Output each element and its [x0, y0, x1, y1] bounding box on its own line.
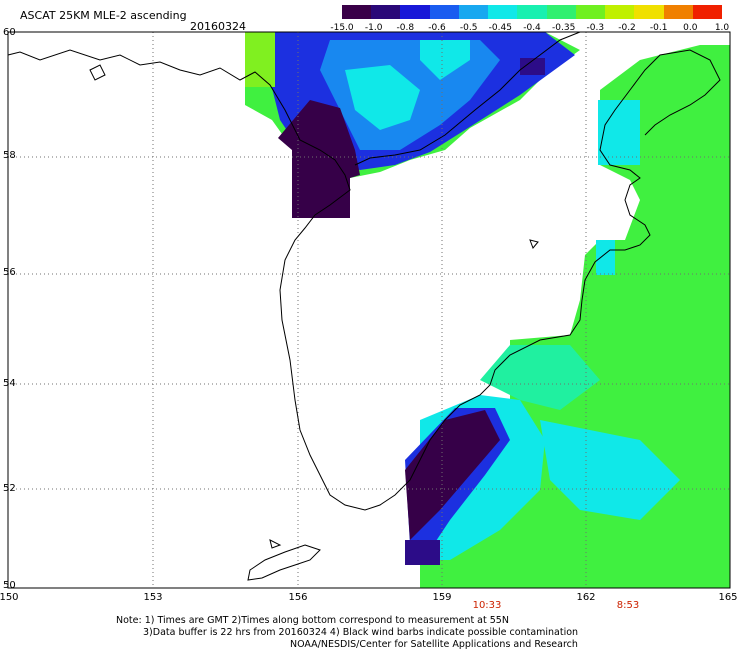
- swath-e-green: [420, 45, 730, 588]
- coastline-island: [269, 539, 282, 549]
- colorbar-tick-label: -0.6: [428, 23, 446, 33]
- swath-s-indigo: [405, 540, 440, 565]
- colorbar-swatch: [400, 5, 430, 19]
- time-label-2: 8:53: [616, 600, 640, 611]
- swath-s-cyan-2: [540, 420, 680, 520]
- coastline-kurils: [247, 544, 321, 581]
- map-frame: [7, 31, 731, 589]
- lat-label-50: 50: [3, 580, 16, 591]
- colorbar-swatch: [342, 5, 372, 19]
- colorbar-tick-label: -0.35: [552, 23, 576, 33]
- colorbar-tick-label: -0.2: [618, 23, 636, 33]
- colorbar-swatch: [458, 5, 489, 19]
- note-line-3: NOAA/NESDIS/Center for Satellite Applica…: [290, 639, 578, 650]
- lat-label-58: 58: [3, 150, 16, 161]
- colorbar-swatch: [692, 5, 723, 19]
- colorbar-labels: -15.0 -1.0 -0.8 -0.6 -0.5 -0.45 -0.4 -0.35 -0.3 -…: [330, 23, 729, 35]
- coastline-island-3: [529, 239, 539, 249]
- colorbar-tick-label: -0.45: [488, 23, 512, 33]
- lon-label-165: 165: [718, 592, 738, 603]
- colorbar-swatch: [488, 5, 518, 19]
- colorbar-tick-label: -15.0: [330, 23, 354, 33]
- lon-label-159: 159: [432, 592, 452, 603]
- map-title: ASCAT 25KM MLE-2 ascending: [20, 9, 187, 22]
- data-layer: [245, 32, 730, 588]
- lat-label-54: 54: [3, 378, 16, 389]
- colorbar-swatch: [634, 5, 664, 19]
- swath-e-cyan-top: [598, 100, 640, 165]
- lat-label-60: 60: [3, 27, 16, 38]
- swath-nw-lime: [245, 32, 275, 87]
- swath-s-aqua: [480, 345, 600, 410]
- swath-nw-indigo: [520, 58, 545, 75]
- lat-label-56: 56: [3, 267, 16, 278]
- colorbar-tick-label: -0.3: [586, 23, 605, 33]
- note-line-1: Note: 1) Times are GMT 2)Times along bot…: [116, 615, 509, 626]
- colorbar-tick-label: -0.4: [523, 23, 541, 33]
- colorbar-swatch: [429, 5, 459, 19]
- colorbar-tick-label: -1.0: [364, 23, 383, 33]
- colorbar: [342, 5, 723, 19]
- colorbar-swatch: [517, 5, 547, 19]
- swath-nw-cyan-2: [420, 40, 470, 80]
- coastline-layer: [7, 31, 721, 581]
- coastline-north-shore: [354, 31, 581, 166]
- colorbar-swatch: [371, 5, 401, 19]
- swath-nw-cyan: [345, 65, 420, 130]
- colorbar-swatch: [663, 5, 693, 19]
- colorbar-swatch: [575, 5, 606, 19]
- lon-label-150: 150: [0, 592, 19, 603]
- lon-label-156: 156: [288, 592, 308, 603]
- time-label-1: 10:33: [472, 600, 502, 611]
- colorbar-tick-label: -0.1: [649, 23, 668, 33]
- coastline-island-2: [89, 64, 106, 81]
- colorbar-tick-label: 0.0: [683, 23, 698, 33]
- lat-label-52: 52: [3, 483, 16, 494]
- grid-layer: [8, 32, 730, 588]
- coastline-main: [7, 49, 721, 511]
- colorbar-swatch: [546, 5, 576, 19]
- lon-label-153: 153: [143, 592, 163, 603]
- note-line-2: 3)Data buffer is 22 hrs from 20160324 4)…: [143, 627, 579, 638]
- colorbar-swatch: [605, 5, 635, 19]
- colorbar-tick-label: 1.0: [714, 23, 730, 33]
- colorbar-tick-label: -0.5: [459, 23, 478, 33]
- swath-e-cyan-mid: [596, 240, 615, 275]
- colorbar-tick-label: -0.8: [396, 23, 415, 33]
- lon-label-162: 162: [576, 592, 596, 603]
- map-date: 20160324: [190, 20, 246, 33]
